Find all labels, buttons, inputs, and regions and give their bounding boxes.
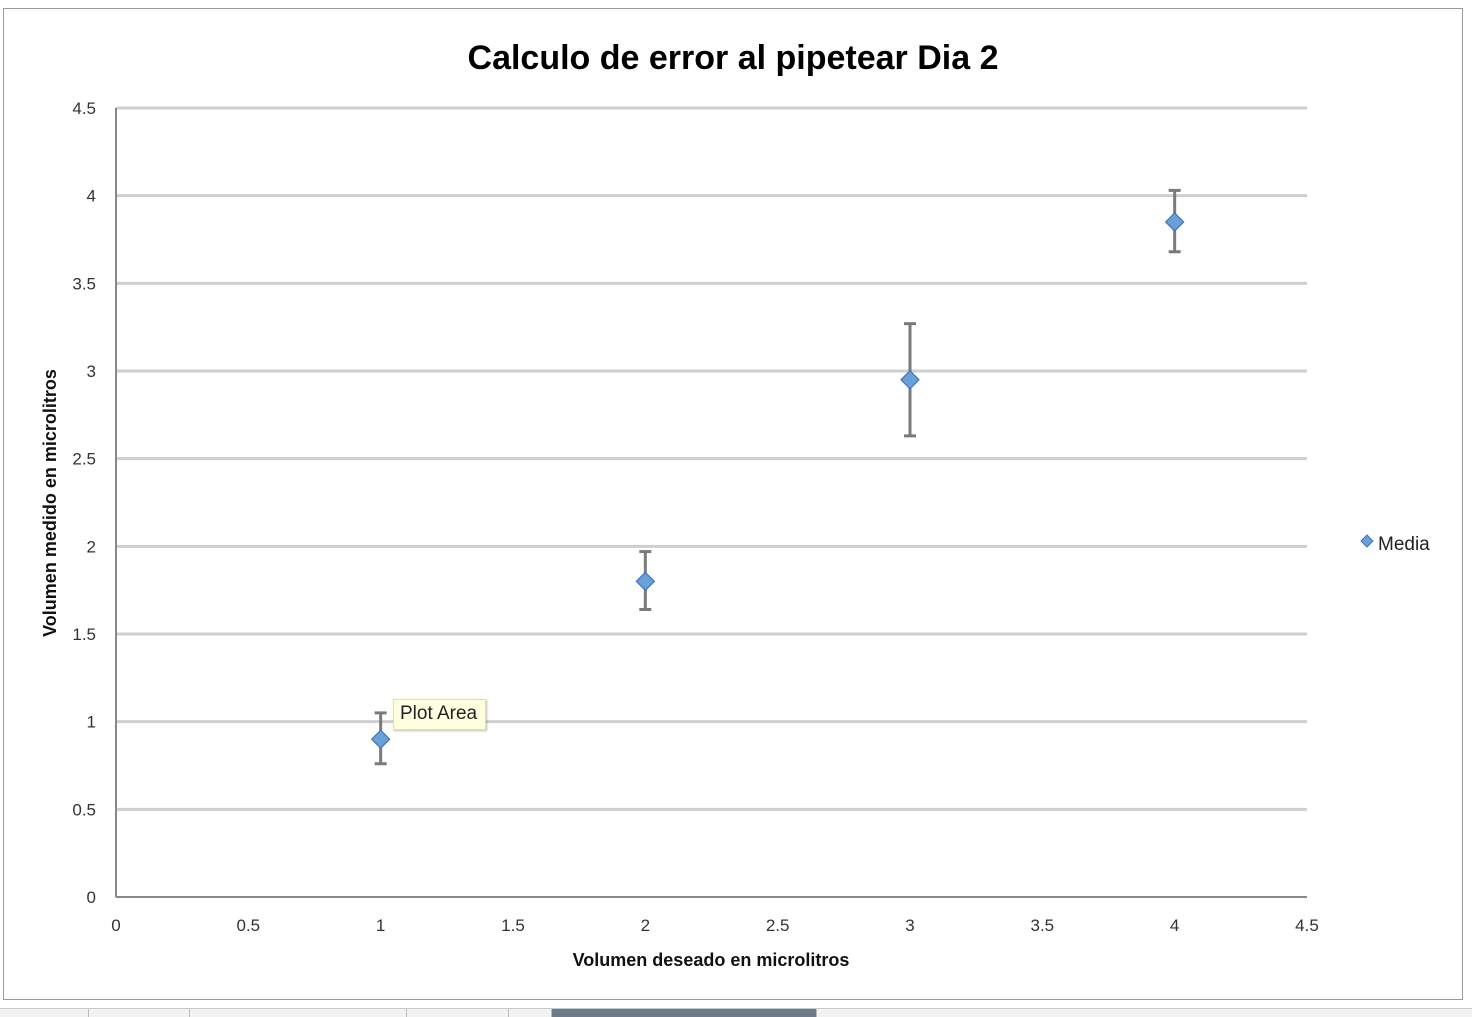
x-tick-label: 3 [905,916,914,935]
x-tick-label: 3.5 [1031,916,1055,935]
y-axis-title: Volumen medido en microlitros [40,369,60,637]
y-tick-label: 3 [87,362,96,381]
x-tick-label: 1 [376,916,385,935]
y-tick-label: 0 [87,888,96,907]
x-tick-label: 0.5 [237,916,261,935]
sheet-tab[interactable] [190,1009,407,1017]
legend-marker-media [1360,534,1374,548]
x-tick-label: 4 [1170,916,1179,935]
y-tick-label: 2.5 [72,450,96,469]
sheet-tab[interactable] [89,1009,190,1017]
y-tick-label: 1.5 [72,625,96,644]
data-point-diamond[interactable] [900,369,920,390]
y-tick-labels: 0 0.5 1 1.5 2 2.5 3 3.5 4 4.5 [72,99,96,907]
sheet-tab[interactable] [509,1009,552,1017]
legend-label-media: Media [1378,534,1430,555]
sheet-tab[interactable] [0,1009,89,1017]
x-tick-label: 4.5 [1295,916,1319,935]
y-tick-label: 3.5 [72,274,96,293]
error-bars [374,188,1181,766]
sheet-tab-active[interactable] [552,1009,817,1017]
chart-title: Calculo de error al pipetear Dia 2 [468,39,999,77]
gridlines [116,106,1307,811]
x-tick-label: 1.5 [501,916,525,935]
y-tick-label: 1 [87,713,96,732]
x-axis-title: Volumen deseado en microlitros [573,950,850,970]
x-tick-label: 2 [641,916,650,935]
x-tick-labels: 0 0.5 1 1.5 2 2.5 3 3.5 4 4.5 [111,916,1319,935]
sheet-tab[interactable] [407,1009,509,1017]
y-tick-label: 4 [87,187,96,206]
y-tick-label: 4.5 [72,99,96,118]
data-points[interactable] [370,212,1185,750]
data-point-diamond[interactable] [635,571,656,592]
data-point-diamond[interactable] [1164,212,1185,232]
axes [115,108,1307,898]
chart-frame[interactable] [3,8,1463,1000]
x-tick-label: 2.5 [766,916,790,935]
y-tick-label: 0.5 [72,800,96,819]
plot-area-tooltip: Plot Area [393,699,487,730]
sheet-tab-strip[interactable] [0,1008,1472,1017]
x-tick-label: 0 [111,916,120,935]
legend[interactable]: Media [1360,534,1430,555]
data-point-diamond[interactable] [370,729,391,750]
y-tick-label: 2 [87,537,96,556]
